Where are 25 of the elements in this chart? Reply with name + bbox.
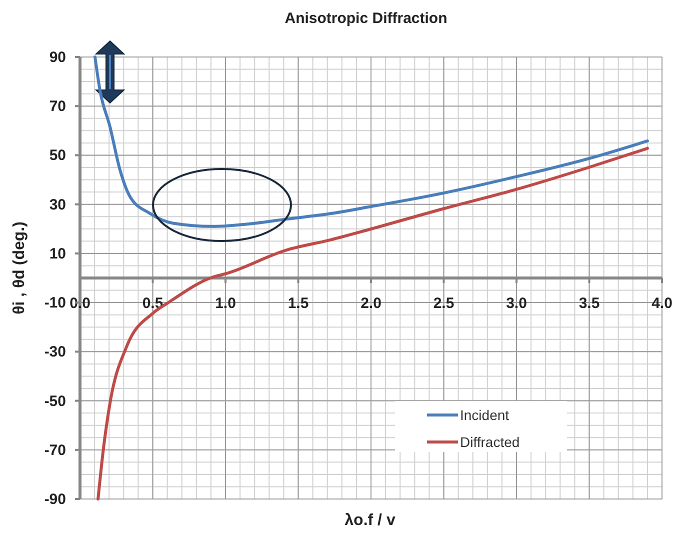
x-tick-label: 0.0 bbox=[70, 295, 90, 312]
x-tick-label: 3.5 bbox=[578, 295, 600, 312]
x-tick-label: 2.5 bbox=[433, 295, 454, 312]
y-tick-label: 10 bbox=[49, 245, 66, 262]
line-series bbox=[96, 146, 649, 500]
x-tick-label: 1.5 bbox=[288, 295, 309, 312]
legend-label: Diffracted bbox=[460, 434, 520, 450]
y-tick-label: -10 bbox=[44, 294, 66, 312]
y-axis-title: θi , θd (deg.) bbox=[11, 222, 28, 314]
y-tick-label: -90 bbox=[44, 491, 66, 508]
x-tick-label: 3.0 bbox=[506, 295, 527, 312]
x-tick-label: 2.0 bbox=[360, 295, 382, 312]
y-tick-label: 70 bbox=[49, 98, 66, 116]
x-axis-title: λo.f / v bbox=[344, 512, 396, 529]
y-tick-label: 90 bbox=[49, 49, 66, 66]
x-tick-label: 1.0 bbox=[215, 295, 236, 312]
line-series bbox=[93, 56, 649, 228]
y-tick-label: -30 bbox=[44, 344, 66, 361]
y-tick-label: 30 bbox=[49, 196, 66, 214]
y-tick-label: 50 bbox=[49, 147, 66, 164]
chart-title: Anisotropic Diffraction bbox=[284, 10, 448, 27]
y-tick-label: -70 bbox=[44, 442, 66, 459]
x-tick-label: 4.0 bbox=[652, 295, 672, 312]
legend-label: Incident bbox=[460, 407, 510, 423]
y-tick-label: -50 bbox=[44, 392, 66, 410]
